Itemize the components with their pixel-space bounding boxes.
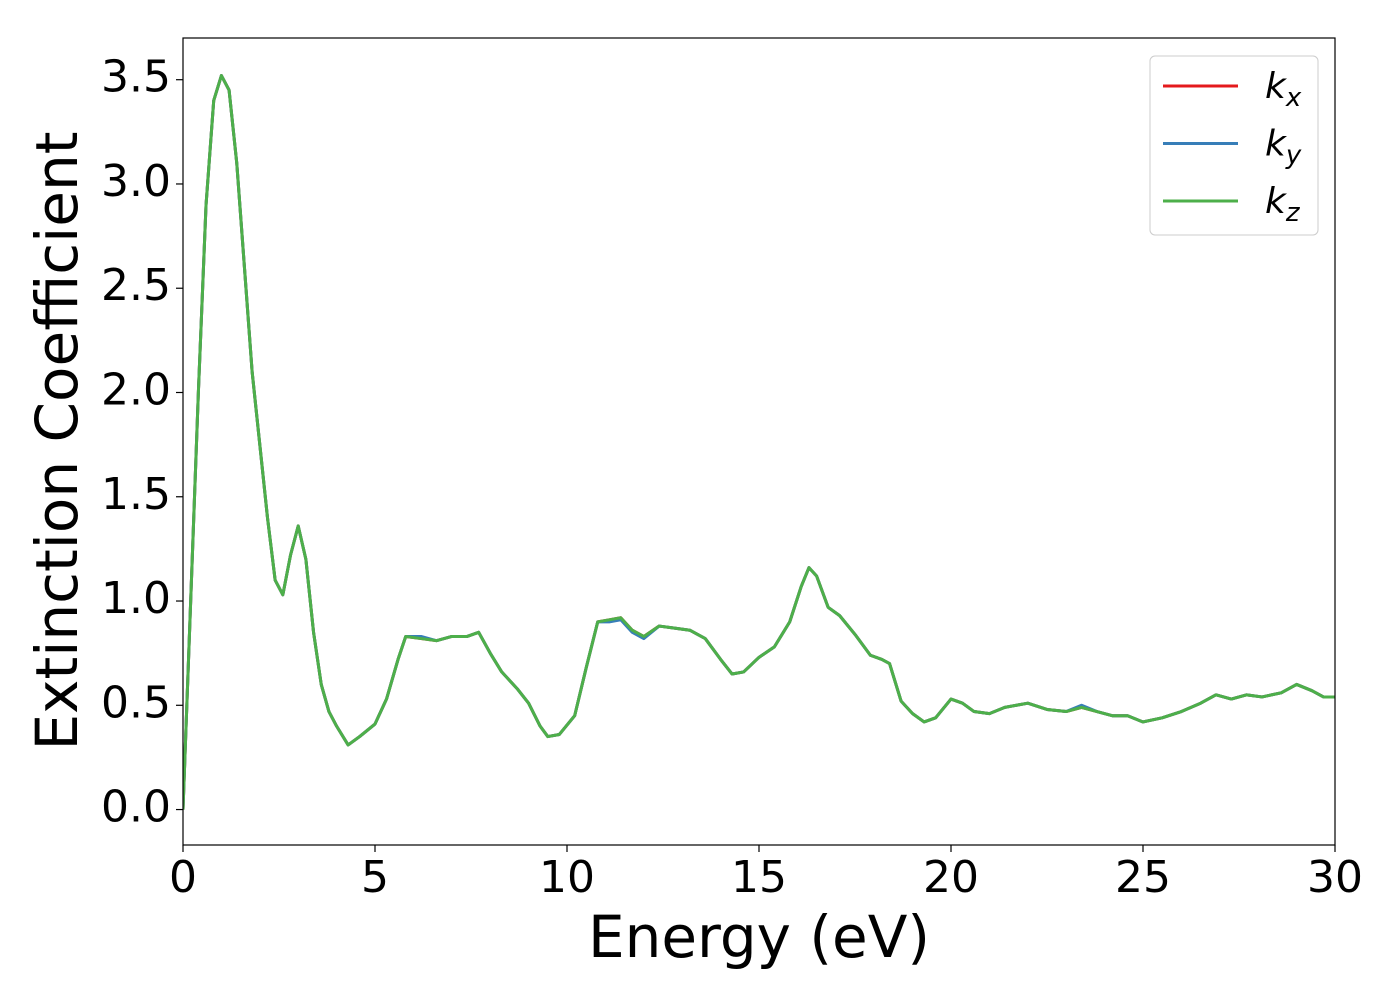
legend-label: ky — [1265, 124, 1302, 171]
y-tick-label: 2.5 — [101, 260, 171, 311]
y-tick-label: 0.5 — [101, 677, 171, 728]
x-tick-label: 0 — [169, 852, 197, 903]
x-tick-label: 15 — [731, 852, 787, 903]
x-tick-label: 25 — [1115, 852, 1171, 903]
y-tick-label: 3.0 — [101, 156, 171, 207]
y-tick-label: 0.0 — [101, 782, 171, 833]
data-line — [183, 74, 1335, 810]
x-tick-label: 30 — [1307, 852, 1363, 903]
x-tick-label: 20 — [923, 852, 979, 903]
y-tick-label: 3.5 — [101, 52, 171, 103]
legend-label: kx — [1265, 66, 1302, 113]
x-tick-label: 5 — [361, 852, 389, 903]
y-tick-label: 1.5 — [101, 469, 171, 520]
x-axis-label: Energy (eV) — [588, 903, 930, 971]
y-tick-label: 2.0 — [101, 364, 171, 415]
x-tick-label: 10 — [539, 852, 595, 903]
legend-box — [1149, 55, 1319, 236]
legend-label: kz — [1265, 181, 1301, 228]
y-axis-label: Extinction Coefficient — [23, 132, 91, 751]
plot-frame — [182, 37, 1336, 846]
y-tick-label: 1.0 — [101, 573, 171, 624]
